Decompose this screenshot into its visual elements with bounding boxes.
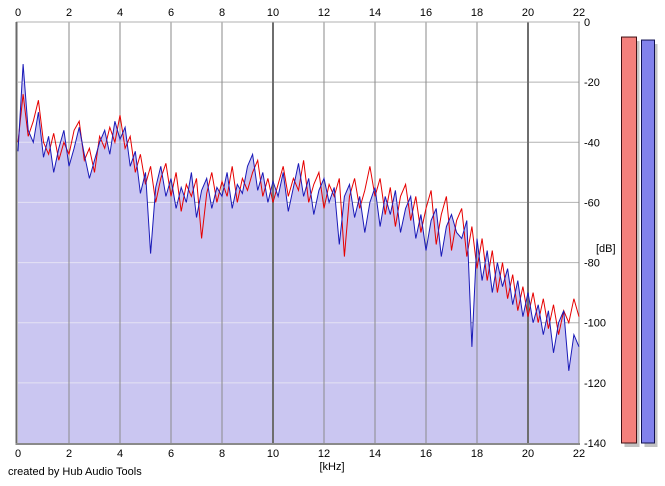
x-tick-label-top: 18 [471,7,483,19]
y-tick-label: 0 [584,17,590,29]
x-tick-label-bottom: 4 [117,448,123,460]
x-tick-label-top: 14 [369,7,381,19]
x-tick-label-bottom: 8 [219,448,225,460]
x-tick-label-bottom: 16 [420,448,432,460]
x-tick-label-top: 4 [117,7,123,19]
x-axis-unit-label: [kHz] [319,461,345,473]
x-tick-label-top: 8 [219,7,225,19]
x-tick-label-bottom: 18 [471,448,483,460]
x-tick-label-bottom: 0 [15,448,21,460]
y-tick-label: -120 [584,378,606,390]
x-tick-label-top: 16 [420,7,432,19]
x-tick-label-top: 2 [66,7,72,19]
y-tick-label: -40 [584,137,600,149]
y-axis-unit-label: [dB] [596,243,616,255]
x-tick-label-bottom: 6 [168,448,174,460]
x-tick-label-bottom: 22 [573,448,585,460]
y-tick-label: -100 [584,318,606,330]
x-tick-label-top: 6 [168,7,174,19]
x-tick-label-bottom: 20 [522,448,534,460]
x-tick-label-top: 22 [573,7,585,19]
credit-text: created by Hub Audio Tools [8,466,142,478]
x-tick-label-bottom: 12 [318,448,330,460]
y-tick-label: -80 [584,258,600,270]
x-tick-label-bottom: 10 [267,448,279,460]
y-tick-label: -60 [584,197,600,209]
red-spectrum-trace [17,94,580,335]
x-tick-label-bottom: 14 [369,448,381,460]
x-tick-label-top: 10 [267,7,279,19]
y-tick-label: -20 [584,77,600,89]
x-tick-label-top: 12 [318,7,330,19]
right-meter-bar [641,39,655,444]
x-tick-label-top: 0 [15,7,21,19]
y-tick-label: -140 [584,438,606,450]
left-meter-bar [621,36,637,444]
x-tick-label-top: 20 [522,7,534,19]
x-tick-label-bottom: 2 [66,448,72,460]
blue-spectrum-trace [17,64,580,371]
spectrum-fill [18,64,579,443]
